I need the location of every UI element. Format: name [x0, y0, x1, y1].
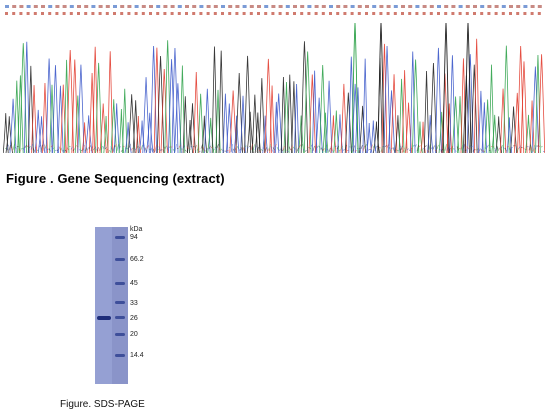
trace-peaks: [3, 22, 545, 153]
marker-label-14-4: 14.4: [130, 352, 144, 359]
marker-label-45: 45: [130, 280, 138, 288]
sample-lane: [95, 227, 112, 384]
figure-caption-gene-sequencing: Figure . Gene Sequencing (extract): [6, 171, 225, 186]
trace-baseline-noise: [4, 143, 545, 153]
marker-labels: kDa 94 66.2 45 33 26 20 14.4: [130, 225, 170, 385]
sequencing-chromatogram: [3, 5, 545, 153]
marker-band-45: [115, 281, 125, 285]
figure-caption-sds-page: Figure. SDS-PAGE: [60, 399, 145, 410]
marker-band-20: [115, 332, 125, 336]
sds-page-gel: [95, 227, 128, 384]
marker-label-26: 26: [130, 314, 138, 322]
marker-label-94: 94: [130, 234, 138, 241]
marker-band-14-4: [115, 353, 125, 357]
marker-label-33: 33: [130, 299, 138, 307]
base-call-header: [5, 5, 542, 15]
marker-band-66-2: [115, 257, 125, 261]
marker-lane: [112, 227, 128, 384]
marker-band-33: [115, 301, 125, 305]
marker-band-26: [115, 316, 125, 320]
kda-unit-label: kDa: [130, 226, 143, 233]
sample-protein-band: [97, 315, 111, 320]
marker-label-20: 20: [130, 331, 138, 339]
marker-label-66-2: 66.2: [130, 256, 144, 264]
marker-band-94: [115, 235, 125, 239]
